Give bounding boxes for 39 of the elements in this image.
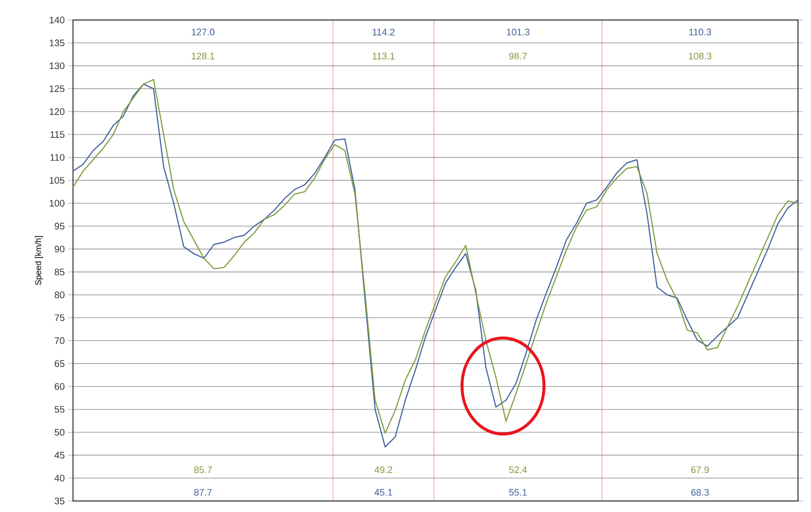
y-tick-label: 90 (54, 246, 64, 252)
annotation: 67.9 (691, 466, 709, 474)
y-tick-label: 115 (50, 131, 64, 138)
annotation: 52.4 (509, 466, 527, 474)
y-tick-label: 55 (54, 406, 64, 413)
y-tick-label: 45 (54, 452, 64, 458)
annotation: 127.0 (192, 28, 214, 36)
annotation: 85.7 (194, 466, 212, 474)
y-tick-label: 65 (54, 360, 64, 367)
y-tick-label: 130 (50, 62, 64, 70)
annotation: 113.1 (372, 52, 395, 60)
y-tick-label: 100 (50, 200, 64, 207)
y-tick-label: 140 (50, 16, 64, 24)
y-tick-label: 60 (54, 383, 64, 390)
annotation: 87.7 (194, 488, 212, 496)
annotation: 49.2 (374, 466, 392, 474)
y-tick-label: 50 (54, 428, 64, 436)
y-tick-label: 80 (54, 291, 64, 298)
annotation: 114.2 (372, 28, 395, 36)
y-tick-label: 125 (50, 85, 64, 92)
y-tick-label: 120 (50, 108, 64, 115)
y-tick-label: 135 (50, 39, 64, 46)
y-tick-label: 85 (54, 268, 64, 276)
y-tick-label: 105 (50, 176, 64, 184)
y-tick-label: 95 (54, 222, 64, 230)
y-axis-title: Speed [km/h] (34, 236, 43, 285)
annotation: 45.1 (374, 488, 392, 496)
annotation: 55.1 (509, 488, 527, 496)
annotation: 128.1 (192, 52, 214, 60)
annotation: 68.3 (691, 488, 709, 496)
annotation: 108.3 (688, 52, 712, 60)
y-tick-label: 75 (54, 314, 64, 321)
annotation: 98.7 (509, 52, 527, 60)
annotation: 101.3 (506, 28, 530, 36)
y-tick-label: 40 (54, 474, 64, 482)
annotation: 110.3 (689, 28, 712, 36)
y-tick-label: 70 (54, 337, 64, 344)
y-tick-label: 110 (50, 154, 64, 161)
y-tick-label: 35 (54, 498, 64, 504)
